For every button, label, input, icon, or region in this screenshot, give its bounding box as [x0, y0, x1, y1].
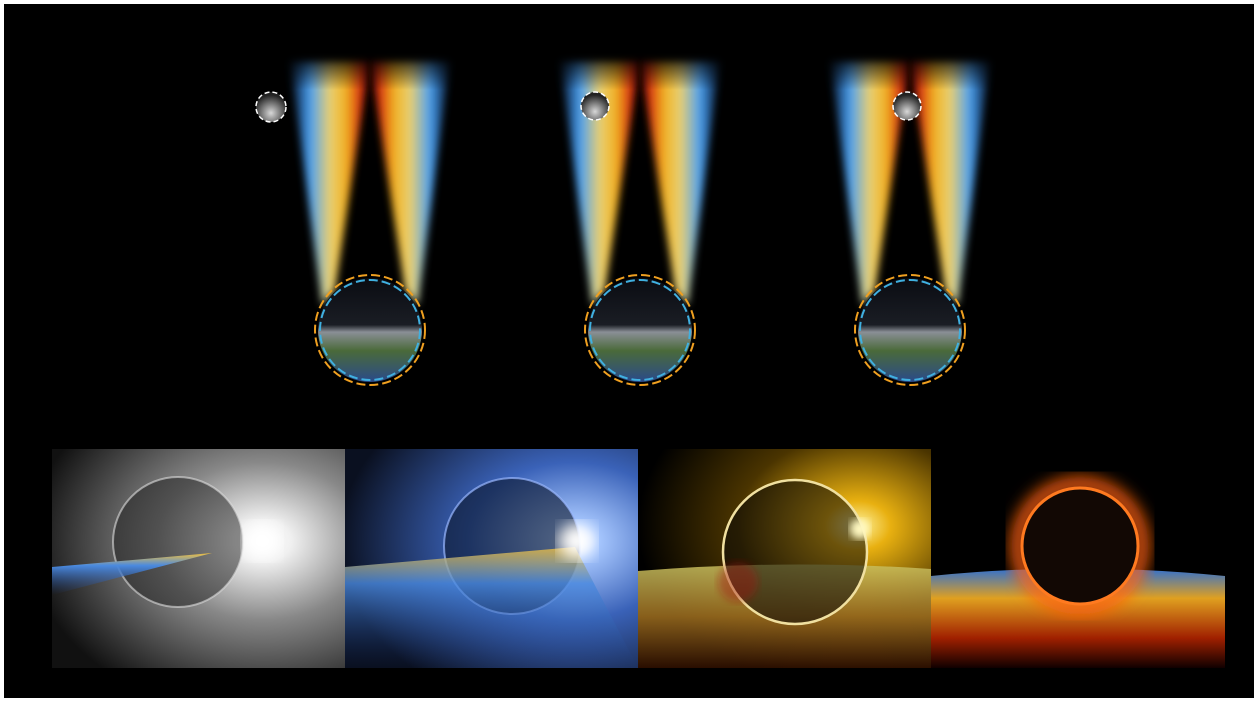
earth	[112, 476, 244, 608]
sun	[850, 519, 870, 539]
beam	[290, 60, 370, 305]
render-panel	[345, 449, 638, 668]
beam	[910, 60, 990, 305]
ring	[589, 279, 691, 381]
beam	[931, 568, 1225, 668]
moon	[892, 91, 922, 121]
earth	[318, 278, 422, 382]
ring	[854, 274, 966, 386]
ring	[859, 279, 961, 381]
beam	[640, 60, 720, 305]
beam-panel	[255, 60, 450, 386]
render-panel	[52, 449, 345, 668]
beam-panel	[560, 60, 720, 386]
fade	[270, 50, 1010, 90]
beam	[830, 60, 910, 305]
beam	[345, 547, 638, 668]
beam	[370, 60, 450, 305]
moon	[255, 91, 287, 123]
earth	[858, 278, 962, 382]
render-panel	[638, 449, 931, 668]
moon	[580, 91, 610, 121]
earth	[588, 278, 692, 382]
earth	[721, 478, 869, 626]
render-panel	[931, 449, 1225, 668]
beam	[52, 553, 212, 595]
beam-panel	[830, 60, 990, 386]
glow	[1011, 477, 1149, 615]
ring	[584, 274, 696, 386]
beam	[560, 60, 640, 305]
flare	[718, 562, 758, 602]
sun	[244, 523, 280, 559]
ring	[319, 279, 421, 381]
ring	[314, 274, 426, 386]
earth	[1020, 486, 1140, 606]
sun	[559, 523, 595, 559]
